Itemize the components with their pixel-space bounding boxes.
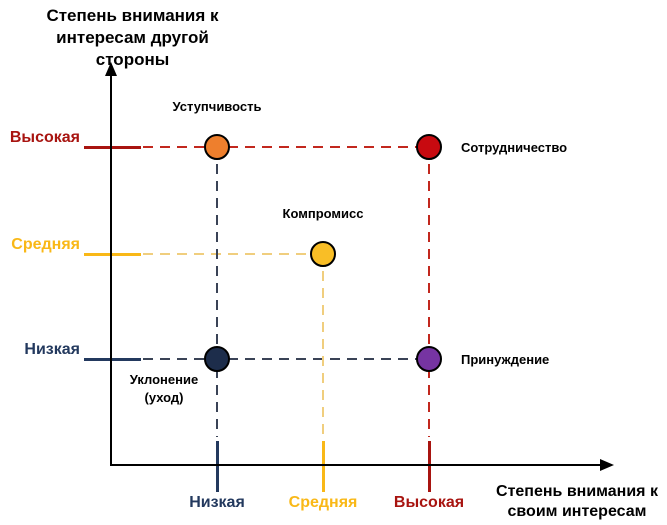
point-label: Уклонение (уход) bbox=[104, 371, 224, 406]
y-axis-arrowhead bbox=[105, 62, 117, 76]
data-point bbox=[416, 134, 442, 160]
y-tick-mark bbox=[84, 358, 141, 361]
data-point bbox=[310, 241, 336, 267]
point-label: Сотрудничество bbox=[461, 140, 568, 155]
point-label: Принуждение bbox=[461, 352, 550, 367]
point-label: Уступчивость bbox=[172, 99, 262, 114]
data-point bbox=[204, 346, 230, 372]
x-tick-label: Высокая bbox=[393, 494, 465, 511]
point-label-line: Уклонение bbox=[129, 372, 199, 387]
y-tick-label: Высокая bbox=[9, 129, 80, 146]
x-axis-line bbox=[110, 464, 602, 466]
y-tick-label: Средняя bbox=[11, 236, 80, 253]
x-tick-mark bbox=[428, 441, 431, 492]
x-tick-mark bbox=[216, 441, 219, 492]
guide-line-horizontal bbox=[143, 253, 323, 255]
x-tick-mark bbox=[322, 441, 325, 492]
x-tick-label: Средняя bbox=[288, 494, 358, 511]
y-axis-line bbox=[110, 75, 112, 466]
guide-line-horizontal bbox=[143, 358, 429, 360]
y-tick-mark bbox=[84, 146, 141, 149]
x-tick-label: Низкая bbox=[189, 494, 245, 511]
data-point bbox=[416, 346, 442, 372]
y-axis-title-line: стороны bbox=[95, 49, 170, 69]
y-axis-title: Степень внимания к интересам другой стор… bbox=[25, 5, 240, 70]
y-tick-mark bbox=[84, 253, 141, 256]
guide-line-vertical bbox=[322, 254, 324, 437]
guide-line-vertical bbox=[428, 147, 430, 437]
x-axis-title: Степень внимания к своим интересам bbox=[488, 482, 666, 523]
y-axis-title-line: Степень внимания к bbox=[46, 6, 219, 25]
x-axis-title-line: своим интересам bbox=[507, 503, 647, 521]
x-axis-arrowhead bbox=[600, 459, 614, 471]
data-point bbox=[204, 134, 230, 160]
point-label-line: (уход) bbox=[144, 389, 184, 405]
guide-line-horizontal bbox=[143, 146, 429, 148]
guide-line-vertical bbox=[216, 147, 218, 437]
x-axis-title-line: Степень внимания к bbox=[496, 483, 658, 500]
y-axis-title-line: интересам другой bbox=[56, 27, 209, 47]
y-tick-label: Низкая bbox=[24, 341, 80, 358]
point-label: Компромисс bbox=[282, 206, 364, 221]
